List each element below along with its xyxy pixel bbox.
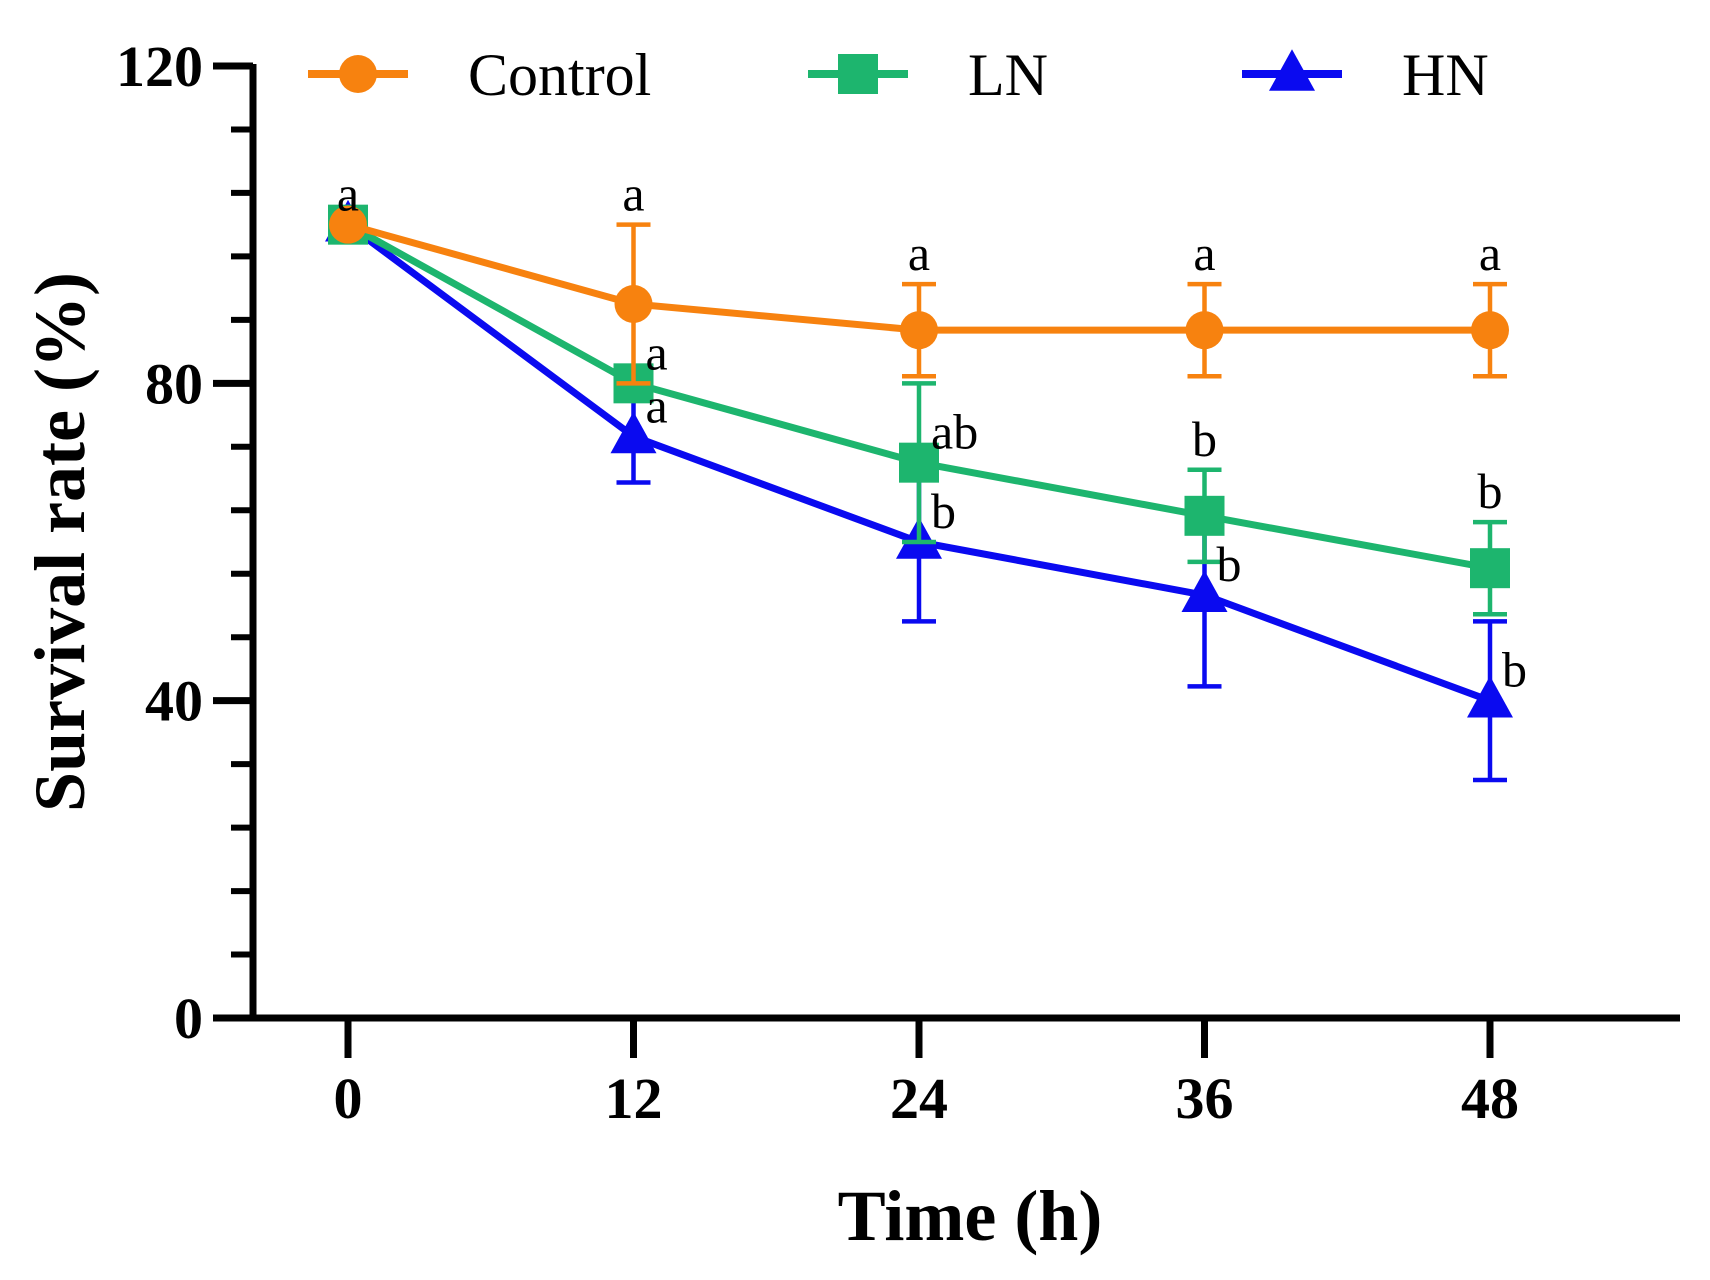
legend-marker <box>1269 49 1315 91</box>
y-axis-title: Survival rate (%) <box>20 272 100 812</box>
legend-item-control: Control <box>308 42 651 108</box>
y-tick-label: 0 <box>174 986 203 1051</box>
significance-letter: a <box>646 324 668 380</box>
significance-letter: a <box>908 225 930 281</box>
legend-item-ln: LN <box>808 42 1048 108</box>
data-point <box>1184 495 1225 536</box>
significance-letter: b <box>1478 463 1503 519</box>
x-tick-label: 36 <box>1176 1066 1234 1131</box>
significance-letter: a <box>646 377 668 433</box>
data-point <box>614 285 653 323</box>
significance-letter: b <box>1217 536 1242 592</box>
y-tick-label: 80 <box>145 351 203 416</box>
significance-letter: a <box>1479 225 1501 281</box>
significance-letter: a <box>1193 225 1215 281</box>
legend-marker <box>838 54 878 94</box>
data-point <box>329 205 367 244</box>
significance-letter: a <box>622 166 644 222</box>
series-control <box>329 205 1509 386</box>
y-tick-label: 40 <box>145 669 203 734</box>
legend-label: LN <box>968 42 1048 108</box>
axes: 0 40 80 120 0 12 24 36 48 <box>116 34 1680 1131</box>
x-axis-title: Time (h) <box>838 1176 1103 1256</box>
legend-marker <box>339 55 377 93</box>
legend-label: Control <box>468 42 651 108</box>
significance-letter: ab <box>931 404 978 460</box>
data-point <box>610 411 657 454</box>
data-point <box>1470 548 1510 589</box>
significance-letter: b <box>1502 642 1527 698</box>
data-point <box>1467 675 1513 718</box>
significance-letter: b <box>931 483 956 539</box>
significance-letter: b <box>1192 411 1217 467</box>
legend-label: HN <box>1402 42 1489 108</box>
data-point <box>1185 311 1224 350</box>
x-tick-label: 12 <box>605 1066 663 1131</box>
legend-item-hn: HN <box>1242 42 1489 108</box>
y-tick-label: 120 <box>116 34 203 99</box>
legend: Control LN HN <box>308 42 1489 108</box>
series-layer <box>325 199 1513 783</box>
data-point <box>1471 311 1509 350</box>
significance-letter: a <box>337 166 359 222</box>
x-tick-label: 0 <box>334 1066 363 1131</box>
data-point <box>1181 570 1228 612</box>
data-point <box>900 311 938 350</box>
x-tick-label: 24 <box>890 1066 948 1131</box>
data-point <box>899 442 939 483</box>
x-tick-label: 48 <box>1461 1066 1519 1131</box>
